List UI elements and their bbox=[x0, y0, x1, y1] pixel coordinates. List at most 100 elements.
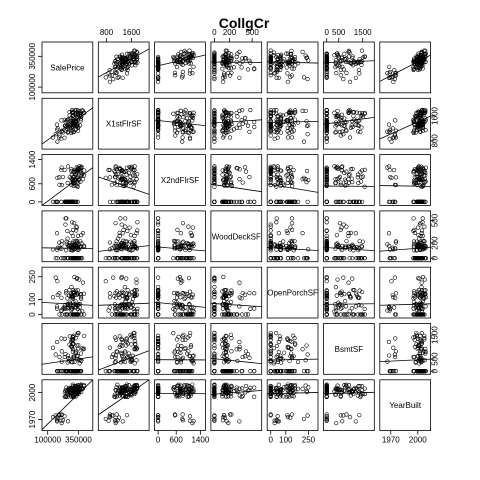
data-point bbox=[212, 414, 217, 419]
data-point bbox=[156, 222, 161, 227]
data-point bbox=[287, 168, 292, 174]
data-point bbox=[220, 388, 225, 393]
data-point bbox=[353, 231, 358, 236]
data-point bbox=[188, 256, 193, 261]
y-tick-label: 500 bbox=[431, 213, 440, 227]
data-point bbox=[189, 369, 195, 374]
data-point bbox=[324, 135, 329, 140]
data-point bbox=[358, 393, 364, 398]
data-point bbox=[324, 412, 329, 417]
panel-frame bbox=[97, 266, 150, 319]
data-point bbox=[291, 333, 296, 338]
panel-frame bbox=[97, 97, 150, 150]
data-point bbox=[358, 256, 364, 261]
data-point bbox=[231, 65, 237, 70]
data-point bbox=[274, 174, 279, 180]
data-point bbox=[336, 199, 341, 204]
data-point bbox=[419, 177, 424, 182]
data-point bbox=[53, 352, 58, 357]
data-point bbox=[287, 338, 292, 343]
panel-SalePrice-vs-YearBuilt bbox=[379, 41, 431, 94]
data-point bbox=[55, 369, 60, 374]
data-point bbox=[235, 166, 240, 171]
data-point bbox=[55, 256, 60, 261]
data-point bbox=[124, 336, 130, 341]
data-point bbox=[156, 256, 161, 261]
data-point bbox=[350, 276, 355, 281]
data-point bbox=[288, 115, 293, 120]
data-point bbox=[388, 306, 393, 311]
data-point bbox=[416, 225, 421, 230]
data-point bbox=[156, 233, 161, 239]
data-point bbox=[120, 337, 125, 343]
data-point bbox=[68, 256, 73, 261]
data-point bbox=[222, 73, 227, 78]
data-point bbox=[335, 277, 340, 282]
data-point bbox=[212, 69, 217, 74]
data-point bbox=[185, 386, 190, 391]
data-point bbox=[242, 390, 248, 395]
data-point bbox=[156, 289, 161, 294]
data-point bbox=[350, 119, 355, 124]
data-point bbox=[66, 199, 71, 204]
data-point bbox=[178, 347, 183, 352]
data-point bbox=[276, 199, 281, 204]
data-point bbox=[187, 48, 192, 53]
data-point bbox=[359, 110, 365, 116]
panel-OpenPorchSF-vs-X2ndFlrSF bbox=[154, 266, 206, 319]
data-point bbox=[220, 295, 225, 300]
data-point bbox=[103, 256, 108, 261]
data-point bbox=[185, 55, 190, 61]
data-point bbox=[82, 312, 87, 317]
data-point bbox=[223, 312, 228, 317]
panel-BsmtSF-vs-SalePrice bbox=[41, 323, 94, 375]
data-point bbox=[171, 256, 176, 261]
fit-line bbox=[98, 302, 150, 306]
data-point bbox=[393, 349, 399, 354]
variable-label: X1stFlrSF bbox=[106, 120, 142, 129]
data-point bbox=[287, 369, 292, 374]
data-point bbox=[393, 295, 398, 300]
data-point bbox=[54, 127, 60, 132]
data-point bbox=[65, 419, 71, 424]
data-point bbox=[79, 233, 84, 238]
panel-frame bbox=[266, 97, 319, 150]
fit-line bbox=[41, 167, 94, 206]
data-point bbox=[356, 67, 362, 73]
data-point bbox=[360, 289, 365, 295]
data-point bbox=[106, 369, 111, 374]
data-point bbox=[271, 108, 277, 113]
data-point bbox=[334, 114, 339, 119]
data-point bbox=[184, 351, 190, 356]
data-point bbox=[78, 291, 84, 297]
data-point bbox=[391, 79, 396, 84]
data-point bbox=[290, 238, 295, 243]
data-point bbox=[393, 118, 398, 123]
data-point bbox=[156, 110, 161, 115]
data-point bbox=[107, 345, 113, 350]
data-point bbox=[188, 344, 193, 350]
data-point bbox=[344, 412, 349, 417]
data-point bbox=[337, 175, 343, 180]
data-point bbox=[175, 343, 180, 348]
data-point bbox=[182, 112, 187, 117]
data-point bbox=[175, 388, 180, 394]
data-point bbox=[358, 312, 364, 317]
data-point bbox=[303, 53, 308, 58]
data-point bbox=[334, 233, 339, 238]
data-point bbox=[176, 60, 181, 65]
data-point bbox=[64, 241, 69, 246]
data-point bbox=[115, 199, 121, 204]
data-point bbox=[123, 224, 128, 229]
data-point bbox=[343, 244, 349, 249]
data-point bbox=[420, 274, 426, 280]
data-point bbox=[229, 70, 234, 75]
data-point bbox=[178, 231, 183, 236]
data-point bbox=[114, 256, 119, 261]
data-point bbox=[54, 306, 60, 311]
data-point bbox=[285, 413, 290, 418]
data-point bbox=[183, 337, 188, 342]
data-point bbox=[305, 132, 310, 137]
data-point bbox=[125, 306, 130, 311]
data-point bbox=[135, 60, 140, 65]
